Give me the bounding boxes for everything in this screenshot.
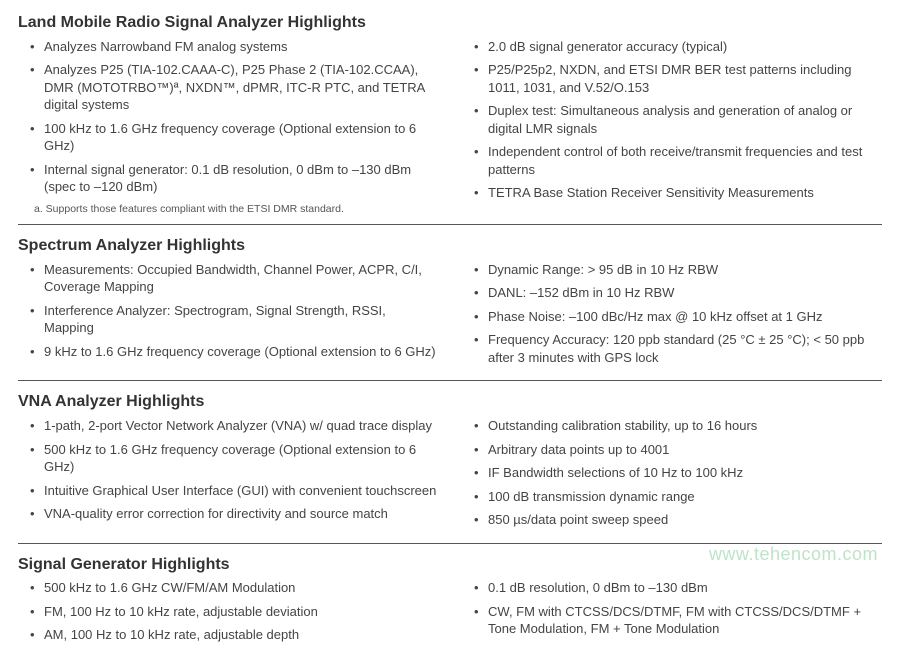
list-item: 2.0 dB signal generator accuracy (typica… [478, 38, 882, 56]
list-item: Internal signal generator: 0.1 dB resolu… [34, 161, 438, 196]
list-item: Outstanding calibration stability, up to… [478, 417, 882, 435]
section-title: Spectrum Analyzer Highlights [18, 235, 882, 257]
list-item: Measurements: Occupied Bandwidth, Channe… [34, 261, 438, 296]
list-item: Dynamic Range: > 95 dB in 10 Hz RBW [478, 261, 882, 279]
list-item: 9 kHz to 1.6 GHz frequency coverage (Opt… [34, 343, 438, 361]
list-item: 100 dB transmission dynamic range [478, 488, 882, 506]
section-siggen: Signal Generator Highlights 500 kHz to 1… [18, 554, 882, 650]
list-item: CW, FM with CTCSS/DCS/DTMF, FM with CTCS… [478, 603, 882, 638]
right-column: 2.0 dB signal generator accuracy (typica… [462, 38, 882, 217]
list-item: DANL: –152 dBm in 10 Hz RBW [478, 284, 882, 302]
section-lmr: Land Mobile Radio Signal Analyzer Highli… [18, 12, 882, 216]
list-item: FM, 100 Hz to 10 kHz rate, adjustable de… [34, 603, 438, 621]
left-column: 500 kHz to 1.6 GHz CW/FM/AM Modulation F… [18, 579, 438, 650]
left-column: Analyzes Narrowband FM analog systems An… [18, 38, 438, 217]
list-item: 0.1 dB resolution, 0 dBm to –130 dBm [478, 579, 882, 597]
list-item: Independent control of both receive/tran… [478, 143, 882, 178]
list-item: VNA-quality error correction for directi… [34, 505, 438, 523]
section-title: VNA Analyzer Highlights [18, 391, 882, 413]
right-column: Outstanding calibration stability, up to… [462, 417, 882, 535]
footnote: a. Supports those features compliant wit… [18, 202, 438, 216]
list-item: Intuitive Graphical User Interface (GUI)… [34, 482, 438, 500]
list-item: AM, 100 Hz to 10 kHz rate, adjustable de… [34, 626, 438, 644]
columns: 500 kHz to 1.6 GHz CW/FM/AM Modulation F… [18, 579, 882, 650]
list-item: Duplex test: Simultaneous analysis and g… [478, 102, 882, 137]
list-item: IF Bandwidth selections of 10 Hz to 100 … [478, 464, 882, 482]
right-column: 0.1 dB resolution, 0 dBm to –130 dBm CW,… [462, 579, 882, 650]
section-vna: VNA Analyzer Highlights 1-path, 2-port V… [18, 391, 882, 534]
list-item: Frequency Accuracy: 120 ppb standard (25… [478, 331, 882, 366]
divider [18, 224, 882, 225]
watermark: www.tehencom.com [709, 542, 878, 566]
section-spectrum: Spectrum Analyzer Highlights Measurement… [18, 235, 882, 372]
list-item: 1-path, 2-port Vector Network Analyzer (… [34, 417, 438, 435]
list-item: TETRA Base Station Receiver Sensitivity … [478, 184, 882, 202]
list-item: 850 µs/data point sweep speed [478, 511, 882, 529]
columns: Analyzes Narrowband FM analog systems An… [18, 38, 882, 217]
list-item: 100 kHz to 1.6 GHz frequency coverage (O… [34, 120, 438, 155]
list-item: Analyzes P25 (TIA-102.CAAA-C), P25 Phase… [34, 61, 438, 114]
section-title: Land Mobile Radio Signal Analyzer Highli… [18, 12, 882, 34]
right-column: Dynamic Range: > 95 dB in 10 Hz RBW DANL… [462, 261, 882, 373]
list-item: Phase Noise: –100 dBc/Hz max @ 10 kHz of… [478, 308, 882, 326]
columns: 1-path, 2-port Vector Network Analyzer (… [18, 417, 882, 535]
list-item: 500 kHz to 1.6 GHz CW/FM/AM Modulation [34, 579, 438, 597]
list-item: Analyzes Narrowband FM analog systems [34, 38, 438, 56]
list-item: 500 kHz to 1.6 GHz frequency coverage (O… [34, 441, 438, 476]
left-column: 1-path, 2-port Vector Network Analyzer (… [18, 417, 438, 535]
columns: Measurements: Occupied Bandwidth, Channe… [18, 261, 882, 373]
left-column: Measurements: Occupied Bandwidth, Channe… [18, 261, 438, 373]
list-item: P25/P25p2, NXDN, and ETSI DMR BER test p… [478, 61, 882, 96]
list-item: Interference Analyzer: Spectrogram, Sign… [34, 302, 438, 337]
list-item: Arbitrary data points up to 4001 [478, 441, 882, 459]
divider [18, 380, 882, 381]
